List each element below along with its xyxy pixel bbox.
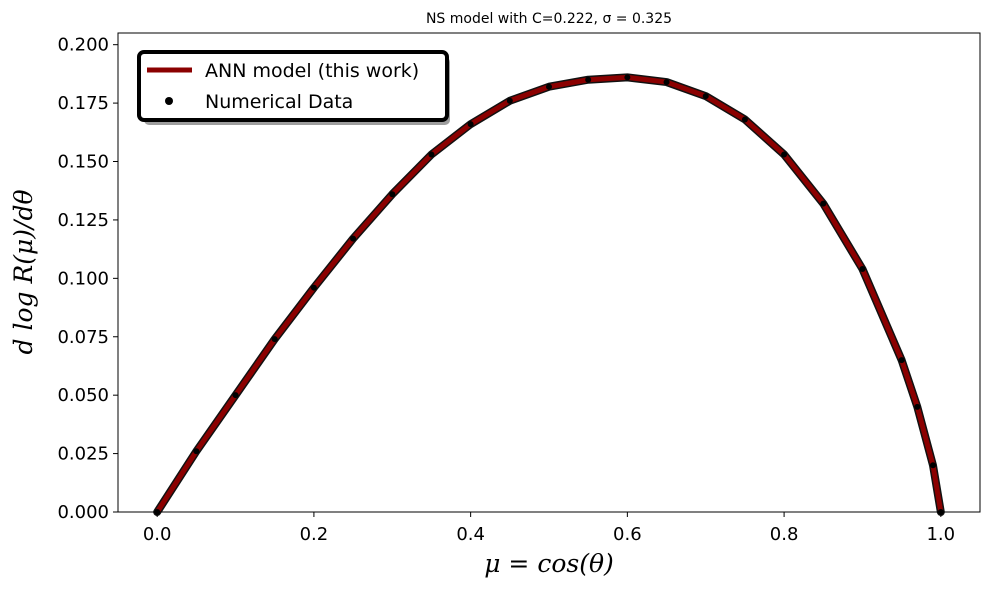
numerical-data-point (232, 392, 239, 399)
y-tick-label: 0.000 (57, 502, 109, 523)
plot-area (153, 73, 945, 516)
x-axis-ticks: 0.0 0.2 0.4 0.6 0.8 1.0 (143, 512, 955, 545)
y-tick-label: 0.025 (57, 444, 109, 465)
numerical-data-point (702, 93, 709, 100)
legend: ANN model (this work) Numerical Data (137, 50, 450, 125)
legend-dot-swatch (165, 97, 173, 105)
x-tick-label: 0.6 (613, 524, 642, 545)
numerical-data-point (350, 235, 357, 242)
numerical-data-point (546, 83, 552, 90)
numerical-data-point (859, 265, 866, 272)
y-tick-label: 0.125 (57, 210, 109, 231)
numerical-data-point (585, 76, 592, 83)
numerical-data-point (506, 97, 513, 104)
numerical-data-point (820, 200, 827, 207)
y-axis-ticks: 0.000 0.025 0.050 0.075 0.100 0.125 0.150 0.175… (57, 35, 118, 523)
numerical-data-point (914, 403, 921, 410)
x-tick-label: 0.0 (143, 524, 172, 545)
x-tick-label: 0.8 (770, 524, 799, 545)
y-axis-label: d log R(μ)/dθ (9, 189, 38, 354)
numerical-data-point (624, 74, 631, 81)
numerical-data-point (467, 121, 474, 128)
chart-title: NS model with C=0.222, σ = 0.325 (426, 11, 672, 27)
legend-box (137, 50, 449, 122)
y-tick-label: 0.150 (57, 152, 109, 173)
legend-label-ann: ANN model (this work) (205, 60, 419, 82)
y-tick-label: 0.050 (57, 385, 109, 406)
numerical-data-point (389, 191, 396, 198)
numerical-data-point (428, 151, 435, 158)
numerical-data-point (663, 79, 670, 86)
numerical-data-point (781, 151, 788, 158)
x-axis-label: μ = cos(θ) (484, 549, 614, 578)
y-tick-label: 0.200 (57, 35, 109, 56)
plot-frame (117, 32, 981, 513)
y-tick-label: 0.100 (57, 268, 109, 289)
legend-label-numerical: Numerical Data (205, 91, 353, 113)
y-tick-label: 0.175 (57, 93, 109, 114)
x-tick-label: 1.0 (926, 524, 955, 545)
numerical-data-point (929, 462, 936, 469)
x-tick-label: 0.4 (456, 524, 485, 545)
numerical-data-point (310, 284, 317, 291)
numerical-data-point (741, 116, 748, 123)
numerical-data-point (898, 357, 905, 364)
numerical-data-point (271, 336, 278, 343)
y-tick-label: 0.075 (57, 327, 109, 348)
x-tick-label: 0.2 (300, 524, 329, 545)
numerical-data-point (193, 448, 200, 455)
